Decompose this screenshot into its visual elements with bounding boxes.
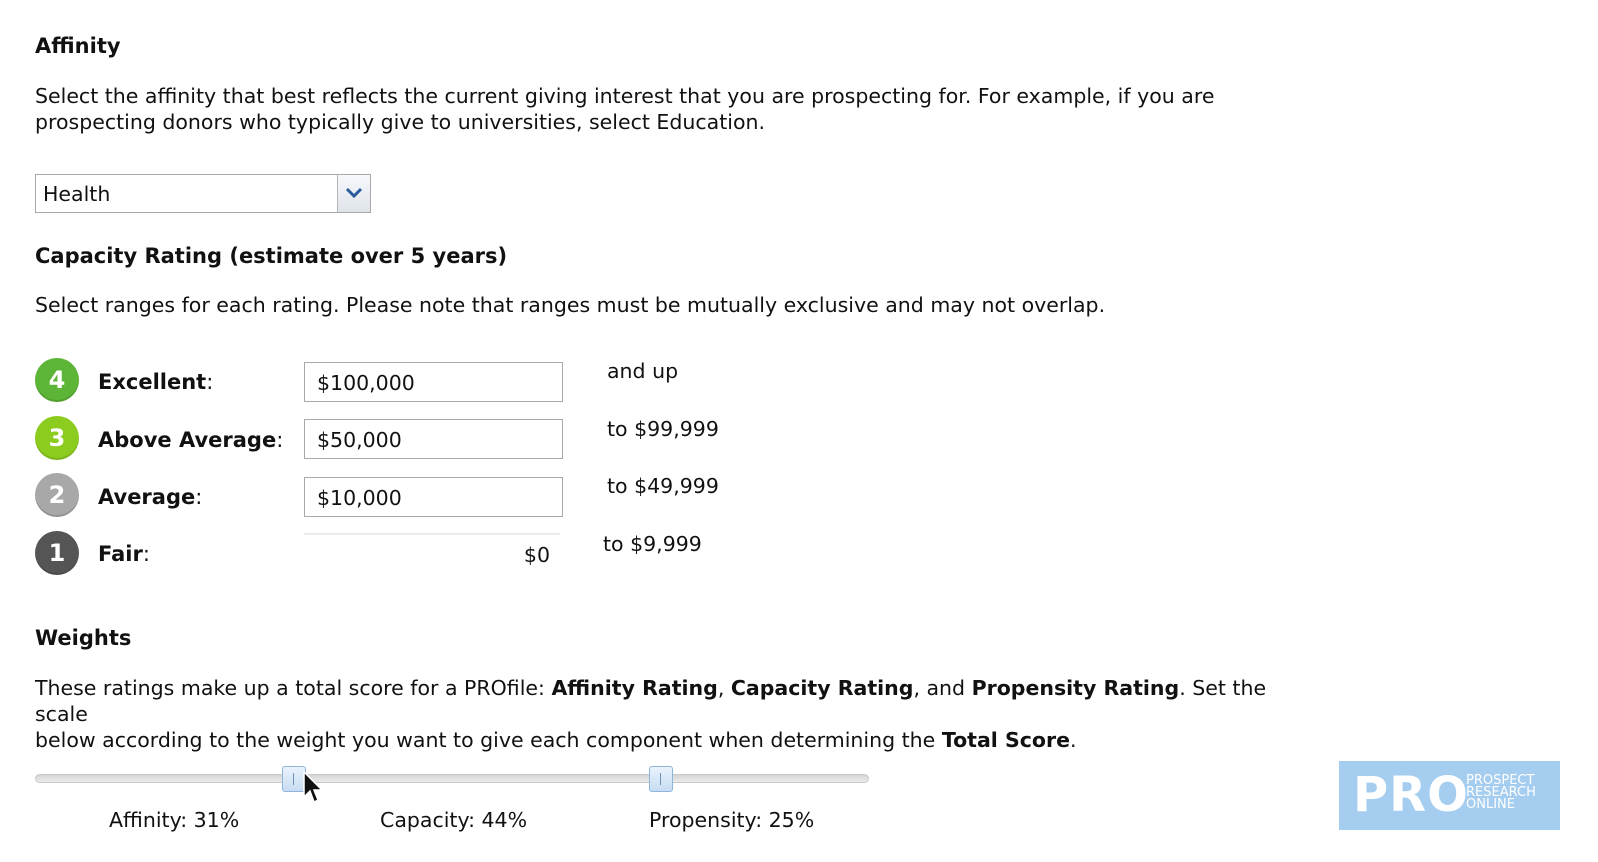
rating-label-fair: Fair: bbox=[98, 542, 150, 566]
fair-range-suffix: to $9,999 bbox=[603, 532, 702, 556]
average-min-input[interactable]: $10,000 bbox=[304, 477, 563, 517]
fair-min-value-field: $0 bbox=[304, 533, 560, 575]
affinity-select[interactable]: Health bbox=[35, 174, 371, 213]
pro-logo-tagline: PROSPECT RESEARCH ONLINE bbox=[1466, 773, 1536, 812]
mouse-pointer-icon bbox=[303, 771, 323, 804]
fair-min-value: $0 bbox=[523, 543, 550, 567]
pro-logo-wordmark: PRO bbox=[1353, 767, 1469, 823]
affinity-select-value: Health bbox=[43, 182, 111, 206]
affinity-description: Select the affinity that best reflects t… bbox=[35, 84, 1215, 134]
affinity-dropdown-button[interactable] bbox=[337, 175, 370, 212]
rating-label-average: Average: bbox=[98, 485, 203, 509]
chevron-down-icon bbox=[345, 187, 363, 199]
rating-badge-3: 3 bbox=[35, 416, 79, 460]
capacity-heading: Capacity Rating (estimate over 5 years) bbox=[35, 244, 508, 268]
pro-logo: PRO PROSPECT RESEARCH ONLINE bbox=[1339, 761, 1560, 830]
weights-description: These ratings make up a total score for … bbox=[35, 676, 1267, 752]
rating-badge-4: 4 bbox=[35, 358, 79, 402]
capacity-description: Select ranges for each rating. Please no… bbox=[35, 293, 1106, 317]
affinity-heading: Affinity bbox=[35, 34, 121, 58]
excellent-min-value: $100,000 bbox=[317, 371, 415, 395]
rating-label-above-average: Above Average: bbox=[98, 428, 284, 452]
capacity-weight-label: Capacity: 44% bbox=[380, 808, 528, 832]
rating-badge-2: 2 bbox=[35, 473, 79, 517]
affinity-capacity-slider-handle[interactable] bbox=[281, 766, 306, 792]
average-min-value: $10,000 bbox=[317, 486, 402, 510]
excellent-range-suffix: and up bbox=[607, 359, 679, 383]
propensity-weight-label: Propensity: 25% bbox=[649, 808, 815, 832]
rating-label-excellent: Excellent: bbox=[98, 370, 214, 394]
excellent-min-input[interactable]: $100,000 bbox=[304, 362, 563, 402]
above-average-min-value: $50,000 bbox=[317, 428, 402, 452]
above-average-range-suffix: to $99,999 bbox=[607, 417, 719, 441]
rating-badge-1: 1 bbox=[35, 531, 79, 575]
weights-slider-track[interactable] bbox=[35, 774, 869, 783]
above-average-min-input[interactable]: $50,000 bbox=[304, 419, 563, 459]
affinity-weight-label: Affinity: 31% bbox=[109, 808, 240, 832]
capacity-propensity-slider-handle[interactable] bbox=[648, 766, 673, 792]
weights-heading: Weights bbox=[35, 626, 132, 650]
average-range-suffix: to $49,999 bbox=[607, 474, 719, 498]
